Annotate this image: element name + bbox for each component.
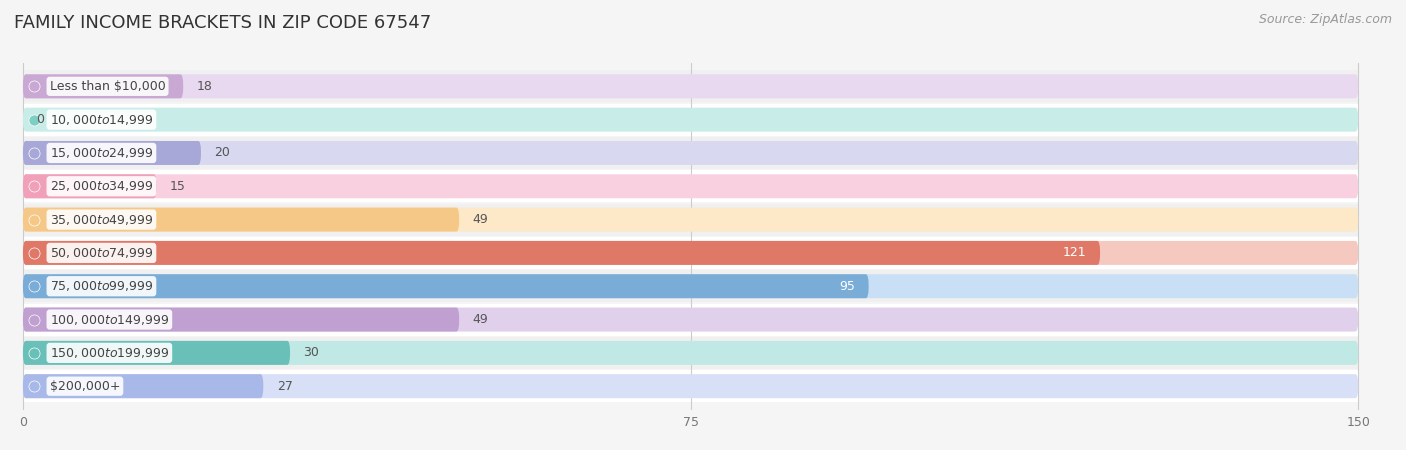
FancyBboxPatch shape <box>22 203 1358 236</box>
FancyBboxPatch shape <box>22 307 460 332</box>
Text: Source: ZipAtlas.com: Source: ZipAtlas.com <box>1258 14 1392 27</box>
FancyBboxPatch shape <box>22 207 460 232</box>
FancyBboxPatch shape <box>22 108 1358 132</box>
FancyBboxPatch shape <box>22 270 1358 302</box>
FancyBboxPatch shape <box>22 141 201 165</box>
Text: 15: 15 <box>170 180 186 193</box>
Text: 0: 0 <box>37 113 45 126</box>
FancyBboxPatch shape <box>22 304 1358 336</box>
FancyBboxPatch shape <box>22 370 1358 402</box>
Text: 18: 18 <box>197 80 212 93</box>
Text: Less than $10,000: Less than $10,000 <box>49 80 166 93</box>
FancyBboxPatch shape <box>22 70 1358 102</box>
Text: 30: 30 <box>304 346 319 360</box>
FancyBboxPatch shape <box>22 341 1358 365</box>
Text: 95: 95 <box>839 280 855 293</box>
Text: 49: 49 <box>472 213 488 226</box>
FancyBboxPatch shape <box>22 170 1358 202</box>
FancyBboxPatch shape <box>22 104 1358 135</box>
FancyBboxPatch shape <box>22 141 1358 165</box>
Text: $10,000 to $14,999: $10,000 to $14,999 <box>49 112 153 126</box>
FancyBboxPatch shape <box>22 174 156 198</box>
FancyBboxPatch shape <box>22 374 1358 398</box>
Text: $15,000 to $24,999: $15,000 to $24,999 <box>49 146 153 160</box>
Text: $200,000+: $200,000+ <box>49 380 120 393</box>
FancyBboxPatch shape <box>22 241 1358 265</box>
FancyBboxPatch shape <box>22 374 263 398</box>
Text: $150,000 to $199,999: $150,000 to $199,999 <box>49 346 169 360</box>
Text: 121: 121 <box>1063 247 1087 259</box>
FancyBboxPatch shape <box>22 337 1358 369</box>
FancyBboxPatch shape <box>22 274 869 298</box>
Text: 49: 49 <box>472 313 488 326</box>
Text: $35,000 to $49,999: $35,000 to $49,999 <box>49 212 153 227</box>
FancyBboxPatch shape <box>22 241 1099 265</box>
FancyBboxPatch shape <box>22 174 1358 198</box>
FancyBboxPatch shape <box>22 237 1358 269</box>
FancyBboxPatch shape <box>22 74 183 98</box>
FancyBboxPatch shape <box>22 207 1358 232</box>
FancyBboxPatch shape <box>22 274 1358 298</box>
Text: 20: 20 <box>214 146 231 159</box>
FancyBboxPatch shape <box>22 341 290 365</box>
FancyBboxPatch shape <box>22 74 1358 98</box>
Text: $100,000 to $149,999: $100,000 to $149,999 <box>49 313 169 327</box>
Text: $75,000 to $99,999: $75,000 to $99,999 <box>49 279 153 293</box>
Text: $50,000 to $74,999: $50,000 to $74,999 <box>49 246 153 260</box>
Text: $25,000 to $34,999: $25,000 to $34,999 <box>49 179 153 193</box>
Text: FAMILY INCOME BRACKETS IN ZIP CODE 67547: FAMILY INCOME BRACKETS IN ZIP CODE 67547 <box>14 14 432 32</box>
Text: 27: 27 <box>277 380 292 393</box>
FancyBboxPatch shape <box>22 137 1358 169</box>
FancyBboxPatch shape <box>22 307 1358 332</box>
